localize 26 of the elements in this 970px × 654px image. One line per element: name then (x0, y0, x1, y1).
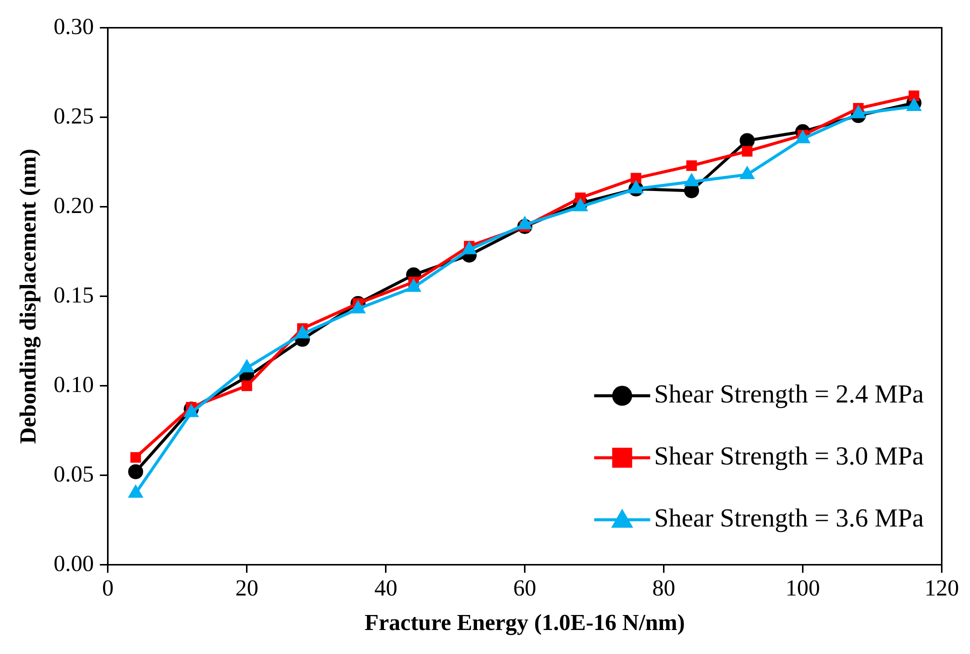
y-tick-label: 0.20 (54, 192, 94, 218)
x-tick-label: 20 (235, 576, 258, 601)
x-tick-label: 80 (652, 576, 676, 601)
y-tick-label: 0.25 (54, 103, 94, 128)
legend-label: Shear Strength = 3.6 MPa (654, 504, 924, 533)
y-tick-label: 0.00 (54, 550, 94, 576)
y-tick-label: 0.15 (54, 282, 94, 308)
x-tick-label: 120 (924, 576, 959, 601)
point (908, 90, 920, 102)
point (242, 380, 252, 392)
x-tick-label: 40 (374, 576, 398, 601)
x-tick-label: 0 (102, 576, 114, 601)
x-axis-title: Fracture Energy (1.0E-16 N/nm) (364, 610, 685, 636)
legend-label: Shear Strength = 2.4 MPa (654, 380, 924, 409)
legend-label: Shear Strength = 3.0 MPa (654, 442, 924, 471)
point (128, 464, 144, 480)
y-tick-label: 0.10 (54, 372, 94, 397)
point (130, 452, 141, 463)
y-axis-title: Debonding displacement (nm) (16, 148, 42, 444)
x-tick-label: 60 (513, 576, 536, 601)
y-tick-label: 0.05 (54, 461, 94, 486)
x-tick-label: 100 (786, 576, 820, 601)
point (686, 160, 697, 171)
y-tick-label: 0.30 (54, 14, 94, 39)
point (742, 146, 752, 157)
point (630, 172, 642, 184)
